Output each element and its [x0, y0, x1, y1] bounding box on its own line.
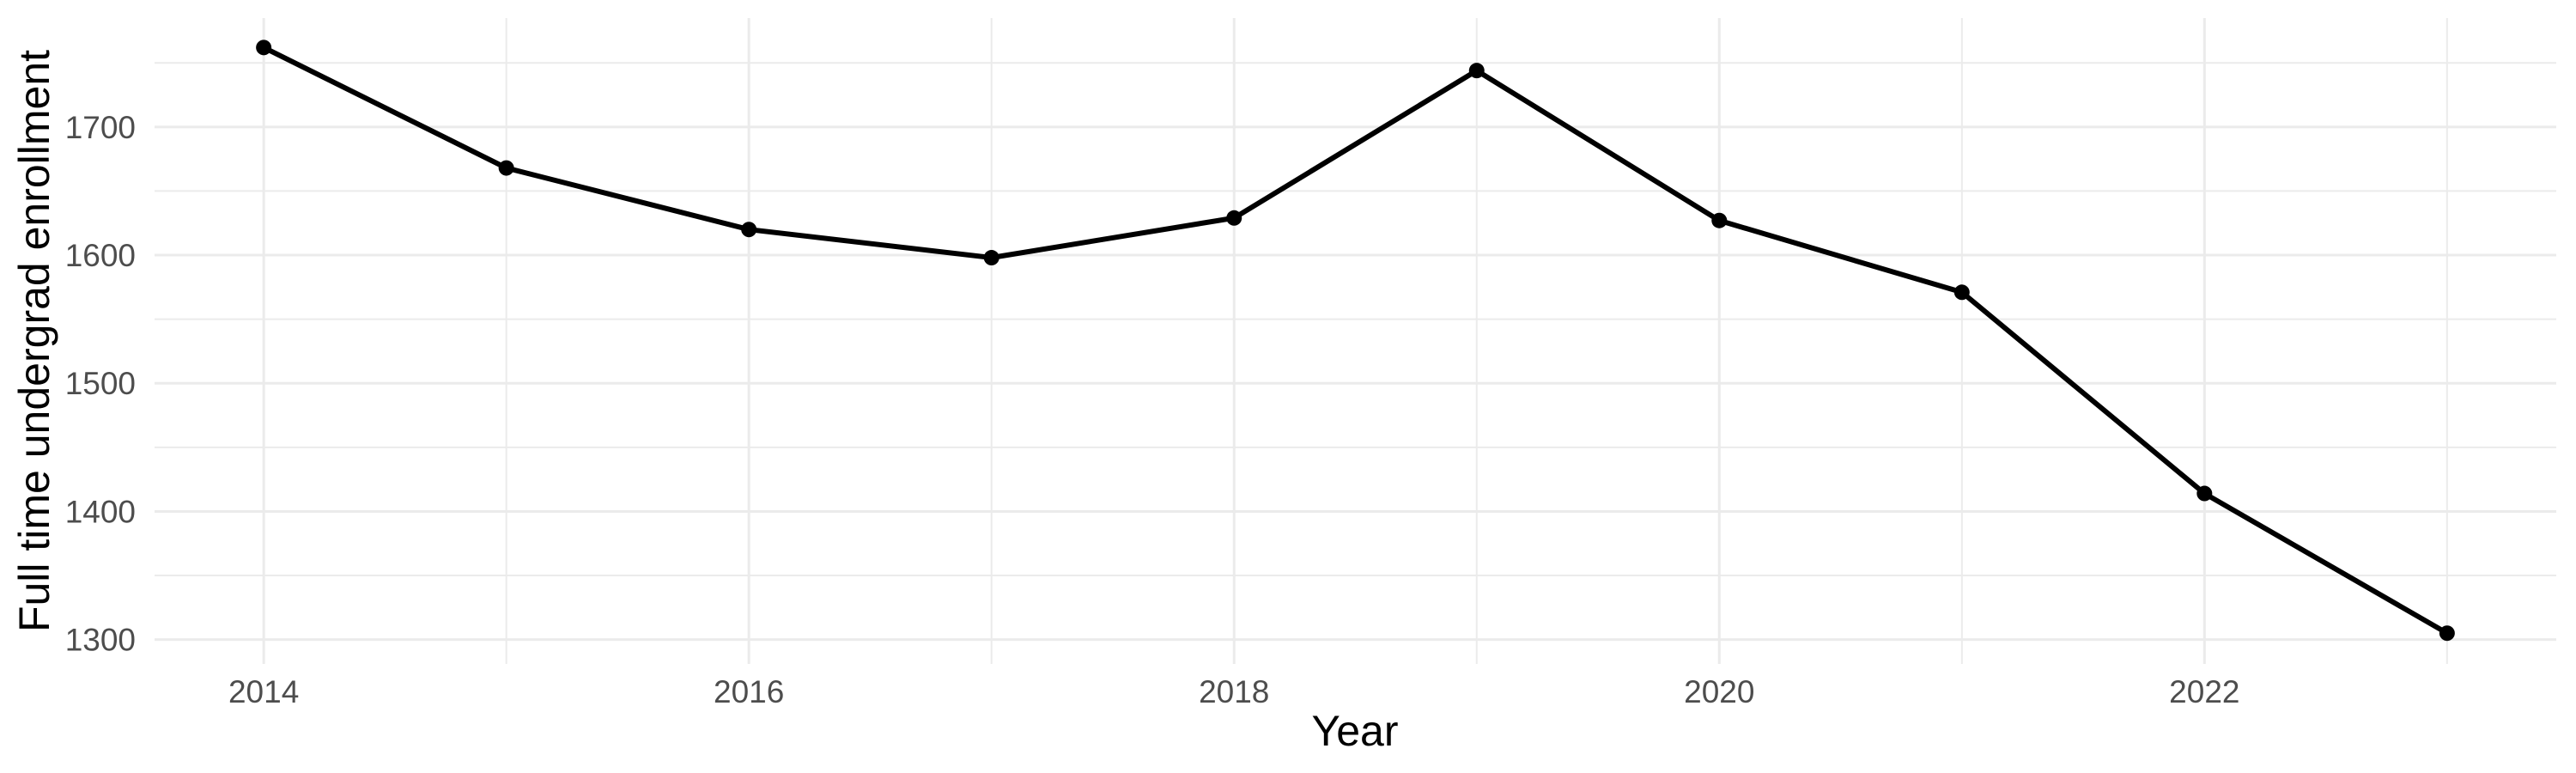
minor-gridlines — [155, 18, 2556, 664]
data-point — [2196, 485, 2213, 502]
y-tick-label: 1300 — [65, 623, 136, 658]
major-gridlines — [155, 18, 2556, 664]
data-point — [2439, 625, 2455, 642]
x-axis-title: Year — [1311, 707, 1399, 755]
data-points — [256, 40, 2455, 642]
x-tick-label: 2014 — [228, 674, 299, 709]
data-point — [741, 222, 757, 238]
data-point — [1226, 210, 1242, 226]
data-point — [1711, 212, 1728, 228]
data-point — [256, 40, 272, 56]
enrollment-line — [262, 45, 2449, 636]
y-tick-labels: 1300 1400 1500 1600 1700 — [65, 110, 136, 658]
data-point — [983, 250, 999, 266]
data-point — [1468, 63, 1485, 79]
y-tick-label: 1400 — [65, 494, 136, 529]
x-tick-label: 2022 — [2169, 674, 2239, 709]
y-tick-label: 1700 — [65, 110, 136, 145]
data-point — [498, 160, 514, 176]
x-tick-label: 2020 — [1684, 674, 1754, 709]
x-tick-label: 2018 — [1199, 674, 1269, 709]
y-tick-label: 1500 — [65, 366, 136, 401]
x-tick-label: 2016 — [714, 674, 784, 709]
x-tick-labels: 2014 2016 2018 2020 2022 — [228, 674, 2240, 709]
y-tick-label: 1600 — [65, 238, 136, 273]
data-point — [1953, 284, 1970, 301]
